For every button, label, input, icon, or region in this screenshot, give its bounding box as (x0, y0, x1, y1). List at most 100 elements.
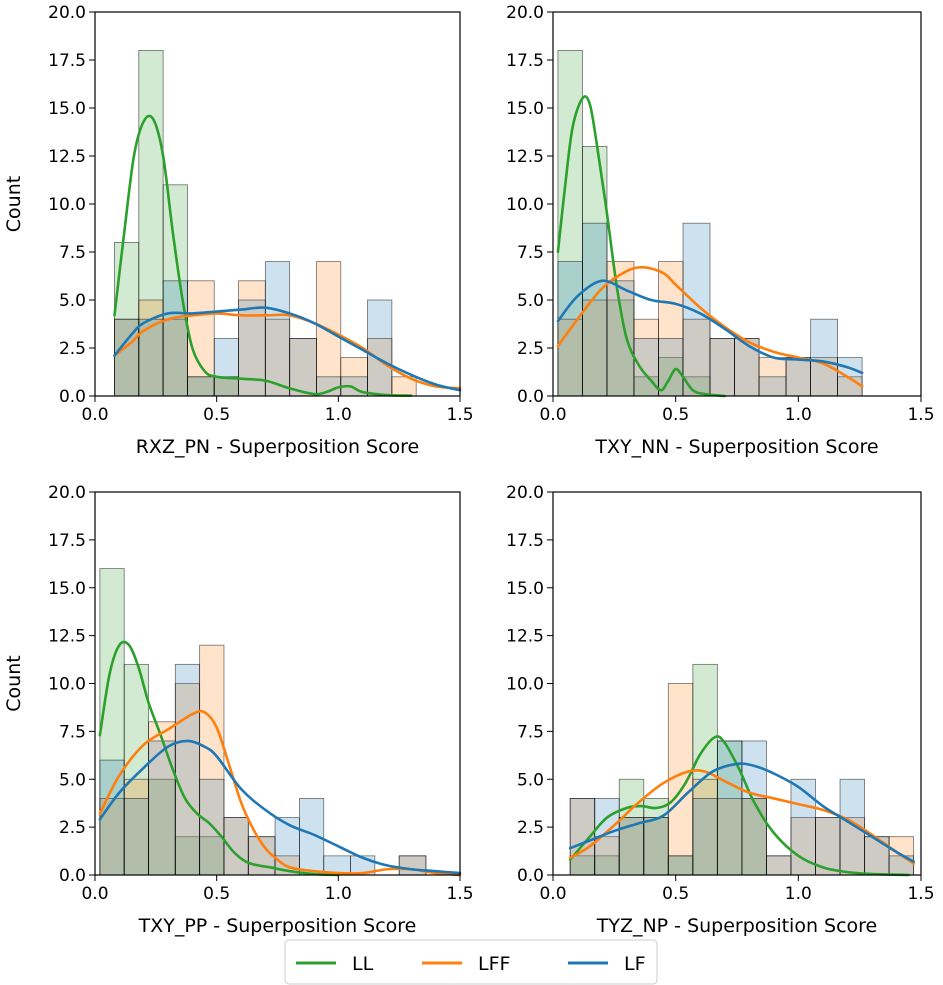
x-tick-label: 0.0 (81, 884, 108, 904)
y-tick-label: 15.0 (506, 579, 544, 599)
y-tick-label: 15.0 (48, 579, 86, 599)
bar-lf-6 (716, 740, 743, 876)
bar-lf-1 (123, 798, 149, 876)
y-tick-label: 5.0 (517, 291, 544, 311)
kde-line-ll (556, 95, 727, 398)
kde-line-lf (568, 762, 915, 863)
y-tick-label: 10.0 (48, 195, 86, 215)
x-tick-label: 0.5 (203, 405, 230, 425)
bar-lff-1 (594, 836, 620, 876)
y-tick-label: 7.5 (517, 722, 544, 742)
y-tick-label: 10.0 (506, 675, 544, 695)
x-tick-label: 1.5 (446, 884, 473, 904)
x-tick-label: 1.0 (325, 405, 352, 425)
y-tick-label: 12.5 (48, 147, 86, 167)
y-tick-label: 20.0 (506, 3, 544, 23)
bar-lff-1 (123, 778, 149, 876)
panel-1: 0.0 0.5 1.0 1.5 0.0 2.5 5.0 7.5 10.0 12.5 15.0 17.5… (3, 3, 474, 458)
y-tick-label: 12.5 (48, 627, 86, 647)
kde-line-ll (568, 735, 911, 877)
bar-lf-8 (766, 855, 792, 876)
bar-lf-9 (785, 357, 811, 397)
y-axis-label: Count (3, 176, 25, 232)
bar-lf-5 (692, 798, 718, 876)
bar-lff-5 (692, 778, 718, 876)
bar-lff-1 (582, 299, 608, 397)
y-tick-label: 0.0 (59, 866, 86, 886)
y-tick-label: 2.5 (59, 818, 86, 838)
bar-lf-0 (99, 759, 125, 876)
bar-ll-2 (148, 778, 176, 876)
histogram-bars (114, 50, 417, 397)
y-tick-label: 7.5 (59, 243, 86, 263)
x-axis-label: TXY_PP - Superposition Score (138, 915, 417, 937)
bar-lff-6 (716, 798, 743, 876)
y-tick-label: 15.0 (48, 99, 86, 119)
legend-label-lff: LFF (478, 953, 510, 975)
bar-lf-7 (734, 337, 760, 397)
y-tick-label: 0.0 (59, 387, 86, 407)
y-tick-label: 12.5 (506, 147, 544, 167)
panel-2: 0.0 0.5 1.0 1.5 0.0 2.5 5.0 7.5 10.0 12.5 15.0 17.5… (506, 3, 934, 458)
bar-lf-7 (289, 337, 317, 397)
y-tick-label: 17.5 (48, 51, 86, 71)
kde-line-ll (113, 114, 413, 397)
y-tick-label: 15.0 (506, 99, 544, 119)
bar-lf-3 (633, 337, 659, 397)
kde-line-lf (98, 739, 462, 875)
bar-lf-5 (682, 222, 711, 397)
x-axis-label: TYZ_NP - Superposition Score (596, 915, 878, 937)
x-tick-label: 1.5 (907, 884, 934, 904)
bar-lf-9 (790, 778, 816, 876)
bar-lf-3 (174, 663, 201, 876)
bar-lf-6 (709, 337, 735, 397)
legend: LL LFF LF (284, 939, 658, 985)
bar-ll-3 (174, 836, 201, 876)
bar-lf-2 (606, 280, 635, 397)
bar-lf-4 (667, 855, 694, 876)
bar-lf-4 (213, 337, 239, 397)
x-tick-label: 1.0 (785, 405, 812, 425)
x-tick-label: 1.0 (785, 884, 812, 904)
x-tick-label: 0.5 (662, 405, 689, 425)
bar-lf-11 (837, 357, 863, 397)
x-tick-label: 0.5 (203, 884, 230, 904)
y-tick-label: 5.0 (59, 770, 86, 790)
y-tick-label: 20.0 (48, 3, 86, 23)
bar-lf-3 (643, 817, 669, 876)
x-tick-label: 0.5 (662, 884, 689, 904)
y-tick-label: 17.5 (48, 531, 86, 551)
bar-lf-2 (162, 280, 188, 397)
x-tick-label: 0.0 (81, 405, 108, 425)
y-tick-label: 10.0 (48, 675, 86, 695)
bar-lf-4 (658, 337, 684, 397)
y-tick-label: 17.5 (506, 51, 544, 71)
histogram-bars (557, 50, 863, 397)
kde-line-lff (98, 709, 462, 877)
bar-lf-10 (810, 318, 838, 397)
y-tick-label: 17.5 (506, 531, 544, 551)
y-tick-label: 20.0 (506, 483, 544, 503)
kde-line-ll (98, 640, 340, 877)
y-tick-label: 0.0 (517, 866, 544, 886)
y-tick-label: 10.0 (506, 195, 544, 215)
y-tick-label: 2.5 (517, 339, 544, 359)
y-tick-label: 0.0 (517, 387, 544, 407)
x-tick-label: 1.5 (907, 405, 934, 425)
panel-3: 0.0 0.5 1.0 1.5 0.0 2.5 5.0 7.5 10.0 12.5 15.0 17.5… (3, 483, 474, 937)
y-tick-label: 5.0 (59, 291, 86, 311)
y-tick-label: 12.5 (506, 627, 544, 647)
x-tick-label: 0.0 (539, 884, 566, 904)
x-axis-label: RXZ_PN - Superposition Score (136, 436, 420, 458)
x-tick-label: 1.0 (325, 884, 352, 904)
x-tick-label: 1.5 (446, 405, 473, 425)
y-tick-label: 7.5 (517, 243, 544, 263)
bar-ll-1 (123, 663, 149, 876)
bar-lf-8 (758, 376, 787, 397)
histogram-bars (569, 663, 915, 876)
legend-label-lf: LF (624, 953, 646, 975)
panel-4: 0.0 0.5 1.0 1.5 0.0 2.5 5.0 7.5 10.0 12.5 15.0 17.5… (506, 483, 934, 937)
bar-lf-12 (864, 836, 890, 876)
y-axis-label: Count (3, 655, 25, 711)
